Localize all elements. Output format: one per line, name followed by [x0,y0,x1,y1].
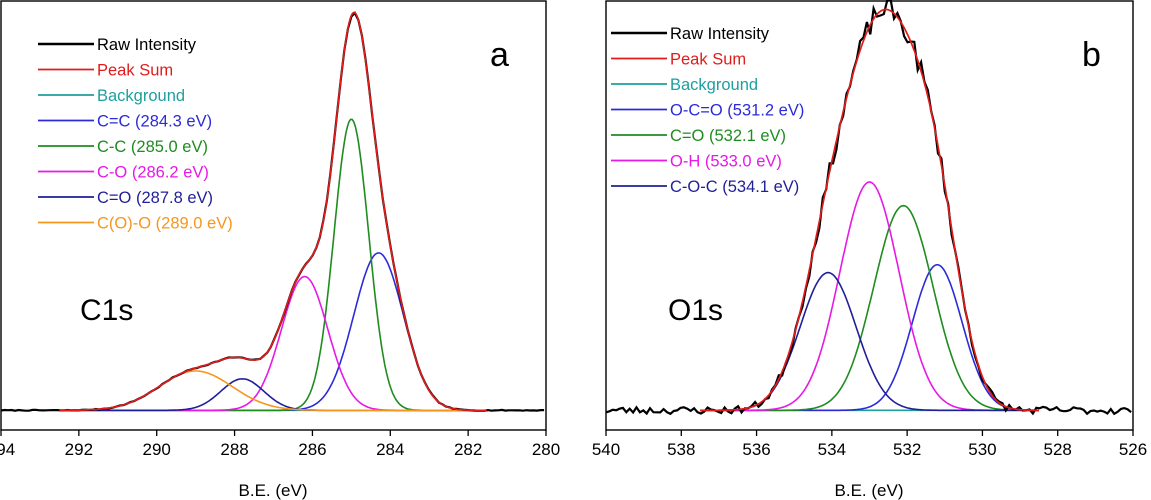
x-tick-label: 536 [742,440,770,459]
x-tick-label: 530 [968,440,996,459]
legend-entry: Raw Intensity [97,36,197,54]
legend: Raw Intensity Peak Sum Background O-C=O (53… [611,25,804,196]
legend-entry: Raw Intensity [670,25,770,43]
x-axis-title: B.E. (eV) [239,481,308,500]
x-tick-label: 288 [220,440,248,459]
plot-frame [0,0,547,431]
legend-entry: O-H (533.0 eV) [670,153,782,171]
x-tick-label: 540 [592,440,620,459]
region-label: C1s [80,294,133,327]
region-label: O1s [668,294,723,327]
x-tick-label: 282 [454,440,482,459]
legend: Raw Intensity Peak Sum Background C=C (284.… [38,36,233,233]
legend-entry: C(O)-O (289.0 eV) [97,215,233,233]
curve-layer [605,0,1132,416]
legend-entry: C=O (532.1 eV) [670,127,786,145]
x-tick-label: 280 [532,440,560,459]
x-tick-label: 284 [376,440,404,459]
x-tick-label: 538 [667,440,695,459]
peak-sum-curve [59,11,487,412]
x-tick-label: 290 [143,440,171,459]
x-tick-label: 286 [298,440,326,459]
x-tick-layer: 540 538 536 534 532 530 528 526 [592,430,1147,459]
legend-entry: C-O-C (534.1 eV) [670,178,799,196]
legend-entry: C-O (286.2 eV) [97,164,209,182]
curve-layer [0,11,545,412]
panel-o1s: 540 538 536 534 532 530 528 526 Raw Intensity Pe… [592,0,1147,500]
legend-entry: Peak Sum [97,62,173,80]
legend-entry: Background [670,76,758,94]
panel-c1s: 294 292 290 288 286 284 282 280 Raw Intensity Pe… [0,0,560,500]
legend-entry: Background [97,87,185,105]
x-tick-label: 526 [1119,440,1147,459]
panel-label: b [1082,36,1101,74]
x-tick-label: 528 [1044,440,1072,459]
legend-entry: C=C (284.3 eV) [97,113,212,131]
x-tick-label: 534 [818,440,846,459]
legend-entry: C=O (287.8 eV) [97,189,213,207]
legend-entry: O-C=O (531.2 eV) [670,102,804,120]
x-axis-title: B.E. (eV) [835,481,904,500]
plot-frame [605,0,1134,431]
legend-entry: Peak Sum [670,51,746,69]
panel-label: a [490,36,509,74]
x-tick-label: 292 [65,440,93,459]
x-tick-label: 294 [0,440,15,459]
x-tick-label: 532 [893,440,921,459]
peak-sum-curve [700,8,1039,412]
x-tick-layer: 294 292 290 288 286 284 282 280 [0,430,560,459]
legend-entry: C-C (285.0 eV) [97,138,208,156]
